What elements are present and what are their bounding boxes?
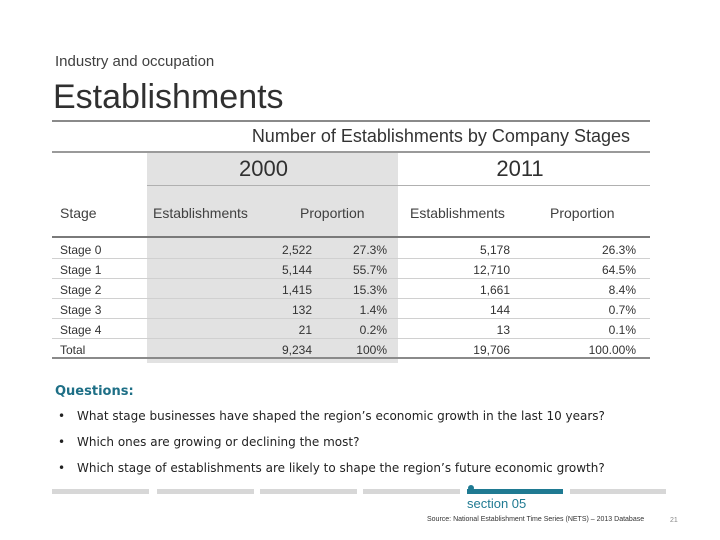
cell-proportion-2000: 1.4% [359,303,387,317]
question-text: Which ones are growing or declining the … [77,435,360,449]
bullet-icon: • [58,461,66,475]
cell-establishments-2000: 132 [291,303,312,317]
cell-establishments-2000: 9,234 [281,343,312,357]
cell-proportion-2011: 0.1% [608,323,636,337]
cell-establishments-2011: 5,178 [479,243,510,257]
row-divider [52,318,650,319]
section-marker-dot [468,485,474,491]
column-header-establishments-2011: Establishments [410,205,505,221]
source-citation: Source: National Establishment Time Seri… [427,516,645,523]
cell-establishments-2011: 1,661 [479,283,510,297]
table-caption: Number of Establishments by Company Stag… [251,126,630,146]
cell-establishments-2011: 19,706 [473,343,510,357]
table-row-total: Total 9,234 100% 19,706 100.00% [52,339,650,359]
cell-stage: Total [60,343,86,357]
cell-establishments-2000: 1,415 [281,283,312,297]
table-row: Stage 3 132 1.4% 144 0.7% [52,299,650,319]
title-divider [52,120,650,122]
table-row: Stage 2 1,415 15.3% 1,661 8.4% [52,279,650,299]
caption-divider [52,151,650,153]
cell-proportion-2011: 100.00% [588,343,636,357]
column-header-proportion-2000: Proportion [300,205,365,221]
cell-proportion-2000: 0.2% [359,323,387,337]
page-subtitle: Industry and occupation [55,53,215,70]
questions-heading: Questions: [55,384,134,399]
cell-establishments-2000: 2,522 [281,243,312,257]
year-2000-divider [147,185,398,186]
establishments-table: Stage 0 2,522 27.3% 5,178 26.3% Stage 1 … [52,239,650,359]
column-header-establishments-2000: Establishments [153,205,248,221]
cell-proportion-2000: 27.3% [352,243,387,257]
cell-proportion-2011: 8.4% [608,283,636,297]
cell-establishments-2011: 13 [496,323,510,337]
cell-stage: Stage 3 [60,303,102,317]
section-nav-segment [157,489,254,494]
table-row: Stage 4 21 0.2% 13 0.1% [52,319,650,339]
question-text: Which stage of establishments are likely… [77,461,605,475]
page-title: Establishments [53,78,284,116]
section-nav-segment-active [467,489,563,494]
cell-establishments-2011: 144 [489,303,510,317]
row-divider [52,338,650,339]
bullet-icon: • [58,435,66,449]
row-divider [52,258,650,259]
cell-proportion-2000: 55.7% [352,263,387,277]
cell-proportion-2000: 15.3% [352,283,387,297]
year-2000-label: 2000 [239,156,288,181]
cell-stage: Stage 1 [60,263,102,277]
cell-establishments-2011: 12,710 [473,263,510,277]
row-divider [52,298,650,299]
cell-stage: Stage 4 [60,323,102,337]
cell-stage: Stage 2 [60,283,102,297]
section-nav-segment [52,489,149,494]
column-header-stage: Stage [60,205,97,221]
table-row: Stage 0 2,522 27.3% 5,178 26.3% [52,239,650,259]
section-nav-segment [260,489,357,494]
section-nav-segment [363,489,460,494]
cell-proportion-2011: 0.7% [608,303,636,317]
year-2011-divider [398,185,650,186]
header-divider [52,236,650,238]
cell-proportion-2011: 64.5% [601,263,636,277]
page-number: 21 [670,517,678,524]
cell-proportion-2011: 26.3% [601,243,636,257]
cell-proportion-2000: 100% [356,343,387,357]
row-divider [52,278,650,279]
table-bottom-rule [52,357,650,359]
bullet-icon: • [58,409,66,423]
cell-establishments-2000: 5,144 [281,263,312,277]
cell-establishments-2000: 21 [298,323,312,337]
cell-stage: Stage 0 [60,243,102,257]
section-label: section 05 [467,496,527,511]
question-text: What stage businesses have shaped the re… [77,409,605,423]
table-row: Stage 1 5,144 55.7% 12,710 64.5% [52,259,650,279]
year-2011-label: 2011 [496,156,544,181]
column-header-proportion-2011: Proportion [550,205,615,221]
section-nav-segment [570,489,666,494]
